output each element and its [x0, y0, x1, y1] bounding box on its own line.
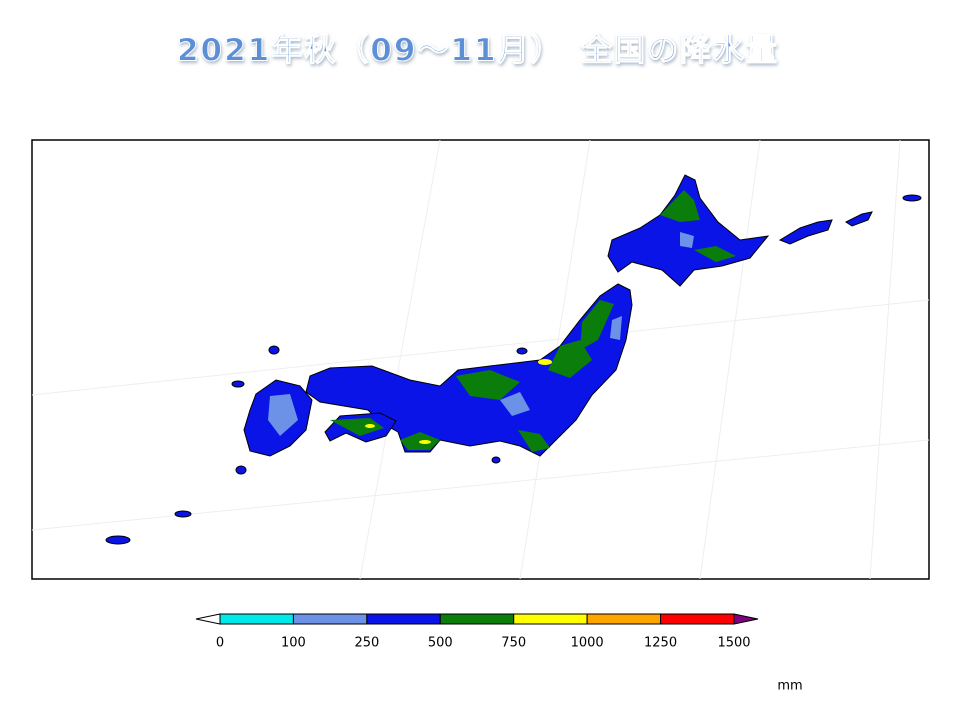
colorbar-segment	[586, 613, 662, 625]
colorbar-segment	[219, 613, 294, 625]
colorbar-segment	[439, 613, 515, 625]
colorbar-segment	[660, 613, 735, 625]
colorbar-segment	[292, 613, 368, 625]
island	[902, 194, 922, 202]
island	[174, 510, 192, 518]
colorbar-segment	[366, 613, 441, 625]
island	[231, 380, 245, 388]
colorbar-tick-label: 0	[216, 636, 224, 651]
colorbar-tick-label: 1000	[571, 636, 604, 651]
island	[235, 465, 247, 475]
colorbar-segment	[513, 613, 588, 625]
kuril	[778, 219, 833, 245]
colorbar-tick-label: 500	[428, 636, 453, 651]
colorbar-tick-label: 1250	[644, 636, 677, 651]
colorbar-unit: mm	[777, 679, 802, 694]
island	[516, 347, 528, 355]
colorbar-tick-label: 1500	[717, 636, 750, 651]
colorbar: 0 100 250 500 750 1000 1250 1500	[195, 613, 759, 651]
colorbar-under	[195, 613, 221, 625]
colorbar-tick-label: 250	[354, 636, 379, 651]
colorbar-over	[733, 613, 759, 625]
title: 2021年秋（09～11月） 全国の降水量	[177, 33, 779, 69]
colorbar-tick-label: 100	[281, 636, 306, 651]
kuril	[845, 211, 873, 227]
map-frame	[31, 139, 930, 580]
colorbar-tick-label: 750	[501, 636, 526, 651]
island	[105, 535, 131, 545]
island	[491, 456, 501, 464]
island	[268, 345, 280, 355]
precip-patches	[268, 190, 736, 452]
map	[31, 139, 930, 580]
